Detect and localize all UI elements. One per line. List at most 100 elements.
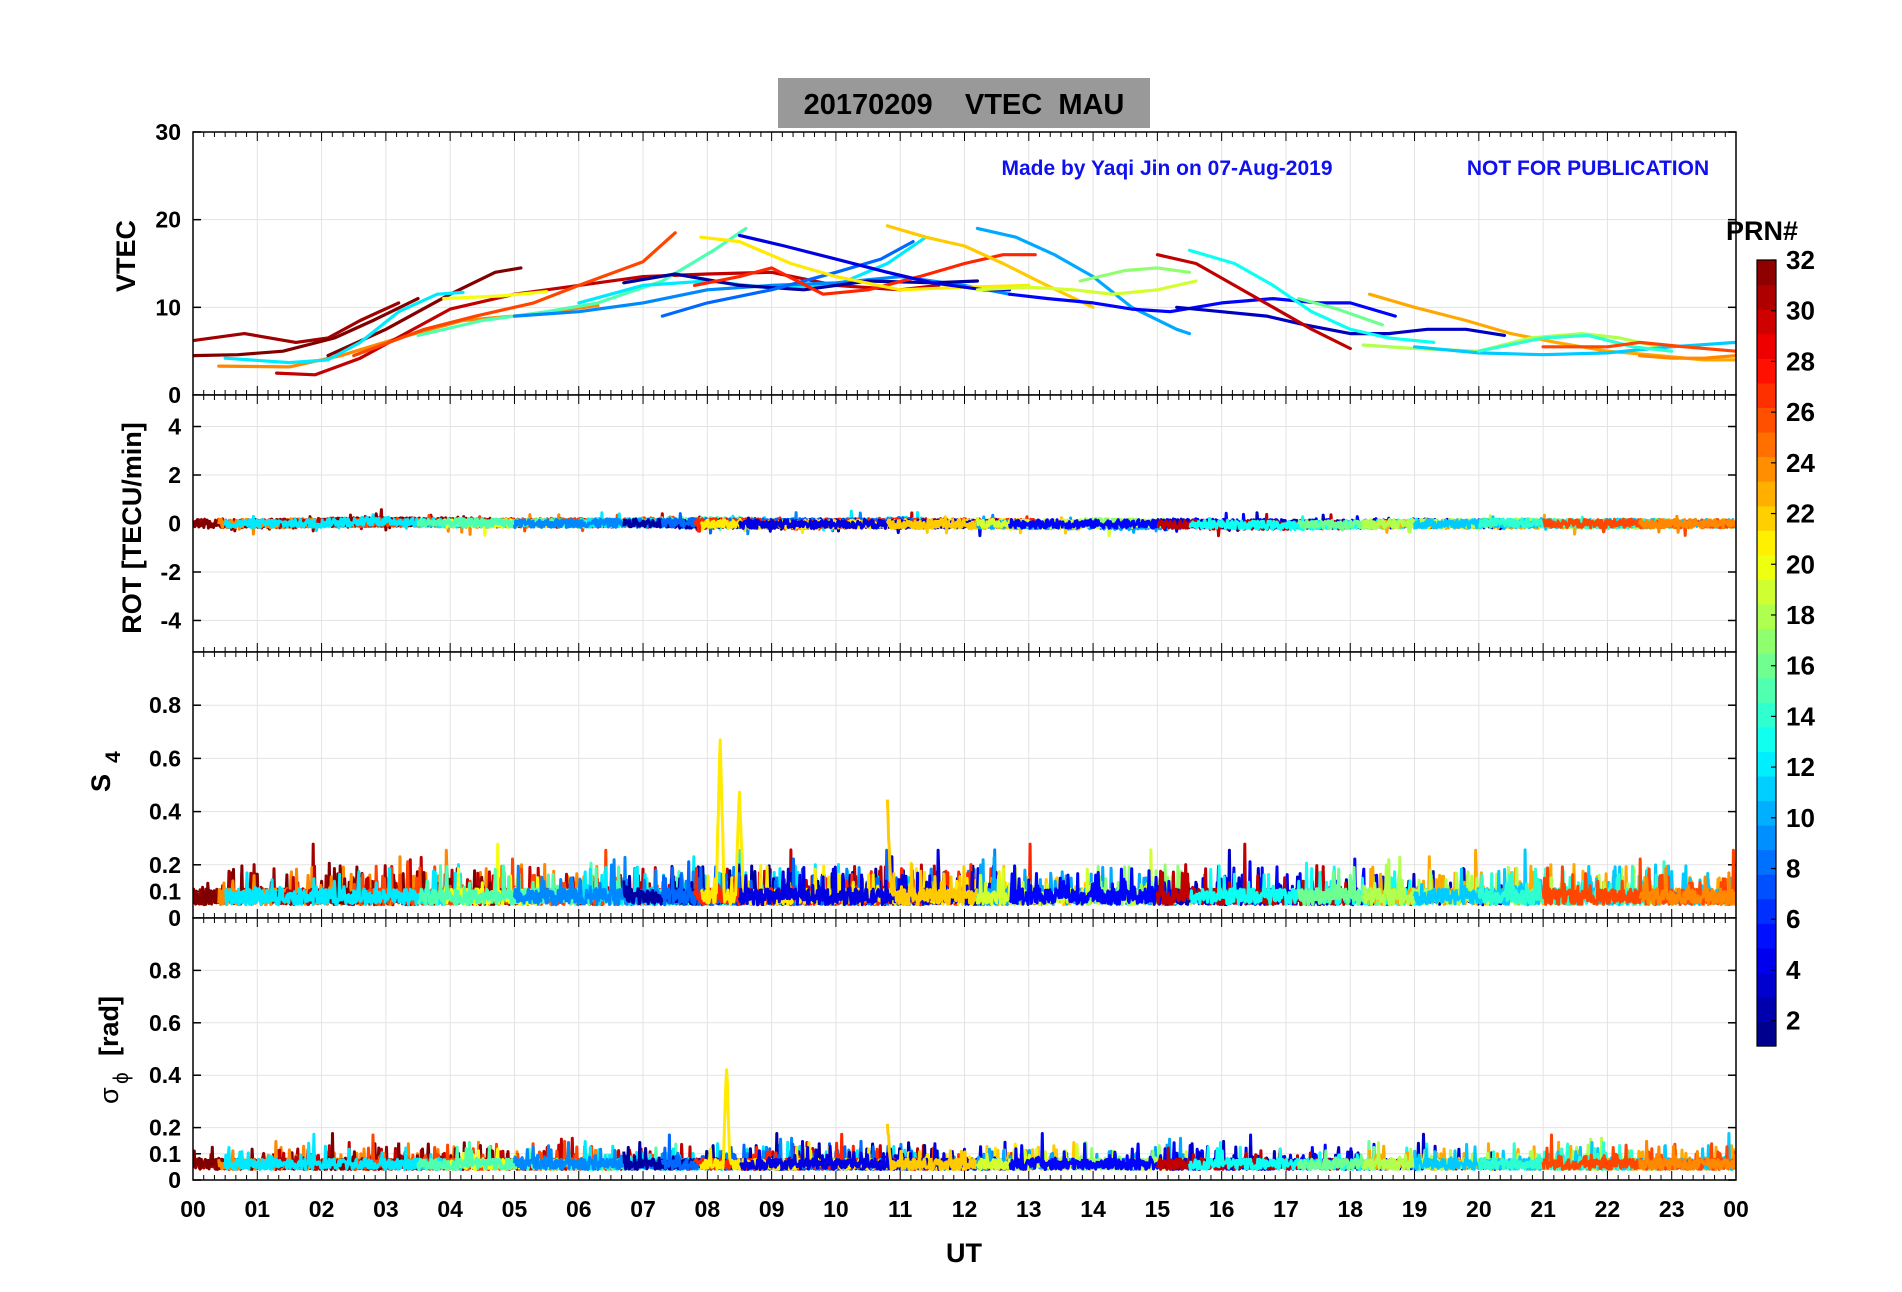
colorbar-swatch	[1757, 333, 1776, 359]
colorbar-swatch	[1757, 800, 1776, 826]
vtec-series-prn-5	[1007, 292, 1397, 318]
vtec-series-prn-8	[660, 240, 915, 318]
vtec-series-prn-12	[223, 290, 465, 365]
x-tick-label: 07	[630, 1196, 656, 1222]
chart-title: 20170209 VTEC MAU	[804, 89, 1125, 121]
y-tick-label: 0.2	[149, 852, 181, 878]
colorbar-swatch	[1757, 456, 1776, 482]
vtec-series-prn-17	[1078, 266, 1192, 283]
y-tick-label: 2	[168, 462, 181, 488]
colorbar-tick-label: 18	[1786, 600, 1815, 630]
vtec-series-prn-24	[1638, 354, 1736, 360]
x-tick-label: 23	[1659, 1196, 1685, 1222]
colorbar-tick-label: 4	[1786, 955, 1801, 985]
y-tick-label: 0.1	[149, 878, 181, 904]
colorbar-swatch	[1757, 603, 1776, 630]
colorbar-tick-label: 26	[1786, 397, 1815, 427]
y-tick-label: 0.4	[149, 799, 181, 825]
y-tick-label: 0	[168, 905, 181, 931]
colorbar-swatch	[1757, 947, 1776, 973]
colorbar-swatch	[1757, 996, 1776, 1023]
rot-series-prn-24	[1638, 514, 1736, 534]
x-tick-label: 08	[695, 1196, 721, 1222]
x-tick-label: 18	[1337, 1196, 1363, 1222]
colorbar-swatch	[1757, 382, 1776, 408]
colorbar-swatch	[1757, 653, 1776, 679]
colorbar-swatch	[1757, 284, 1776, 310]
vtec-panel: 0 10 20 30	[155, 119, 1737, 408]
y-tick-label: -2	[161, 559, 181, 585]
vtec-series-prn-19	[975, 279, 1198, 296]
colorbar-tick-label: 6	[1786, 904, 1800, 934]
colorbar-tick-label: 12	[1786, 752, 1815, 782]
s4-axis-label: S 4	[86, 751, 125, 792]
y-tick-label: 0.2	[149, 1115, 181, 1141]
y-tick-label: 0	[168, 511, 181, 537]
colorbar-swatch	[1757, 628, 1776, 654]
s4-axis-label-sub: 4	[102, 751, 125, 763]
sigma-series-prn-4	[738, 1140, 1011, 1171]
y-tick-label: 0.4	[149, 1062, 181, 1088]
vtec-series-prn-16	[1297, 297, 1384, 327]
rot-panel: -4 -2 0 2 4	[161, 394, 1737, 653]
colorbar-swatch	[1757, 407, 1776, 433]
colorbar-swatch	[1757, 874, 1776, 900]
vtec-series-prn-20	[442, 290, 549, 301]
y-tick-label: 0.6	[149, 1010, 181, 1036]
x-tick-label: 21	[1530, 1196, 1556, 1222]
vtec-series-prn-32	[193, 297, 420, 358]
colorbar-swatch	[1757, 677, 1776, 703]
vtec-axis-label: VTEC	[111, 220, 141, 292]
x-tick-label: 10	[823, 1196, 849, 1222]
x-axis-label: UT	[946, 1238, 982, 1268]
x-tick-label: 15	[1145, 1196, 1171, 1222]
colorbar-swatch	[1757, 898, 1776, 924]
x-tick-label: 06	[566, 1196, 592, 1222]
y-tick-label: 10	[155, 294, 181, 320]
axes-frame	[192, 917, 1737, 1181]
vtec-series-prn-18	[1361, 332, 1661, 353]
x-tick-label: 05	[502, 1196, 528, 1222]
series-group	[193, 224, 1736, 377]
colorbar-swatch	[1757, 775, 1776, 801]
colorbar-swatch	[1757, 1021, 1776, 1047]
colorbar-label: PRN#	[1726, 216, 1798, 246]
x-tick-label: 01	[244, 1196, 270, 1222]
colorbar-swatch	[1757, 849, 1776, 875]
colorbar-tick-label: 14	[1786, 701, 1815, 731]
colorbar-swatch	[1757, 702, 1776, 728]
colorbar-swatch	[1757, 824, 1776, 851]
colorbar-swatch	[1757, 554, 1776, 580]
y-tick-label: 0	[168, 382, 181, 408]
y-tick-label: 0.1	[149, 1141, 181, 1167]
x-tick-label: 00	[180, 1196, 206, 1222]
colorbar-tick-label: 10	[1786, 803, 1815, 833]
vtec-series-prn-15	[416, 226, 748, 337]
x-tick-label: 14	[1080, 1196, 1106, 1222]
colorbar-swatch	[1757, 923, 1776, 949]
x-tick-label: 04	[437, 1196, 463, 1222]
colorbar-swatch	[1757, 481, 1776, 507]
y-tick-label: 0.8	[149, 692, 181, 718]
colorbar-swatch	[1757, 726, 1776, 752]
x-tick-label: 12	[952, 1196, 978, 1222]
y-tick-label: 20	[155, 207, 181, 233]
vtec-series-prn-31	[193, 301, 401, 344]
x-tick-label: 17	[1273, 1196, 1299, 1222]
vtec-series-prn-14	[1477, 333, 1674, 353]
vtec-series-prn-26	[1541, 340, 1736, 353]
x-tick-label: 20	[1466, 1196, 1492, 1222]
y-tick-label: 30	[155, 119, 181, 145]
colorbar-swatch	[1757, 309, 1776, 335]
colorbar-swatch	[1757, 751, 1776, 777]
y-tick-label: 0.8	[149, 957, 181, 983]
x-tick-label: 16	[1209, 1196, 1235, 1222]
rot-axis-label: ROT [TECU/min]	[117, 422, 147, 633]
colorbar-tick-label: 2	[1786, 1006, 1800, 1036]
vtec-series-prn-30	[1155, 253, 1352, 351]
colorbar-swatch	[1757, 358, 1776, 384]
author-annotation: Made by Yaqi Jin on 07-Aug-2019	[1001, 157, 1332, 180]
sigma-axis-label: σ ϕ [rad]	[94, 996, 133, 1104]
colorbar-swatch	[1757, 530, 1776, 556]
colorbar-tick-label: 8	[1786, 854, 1800, 884]
